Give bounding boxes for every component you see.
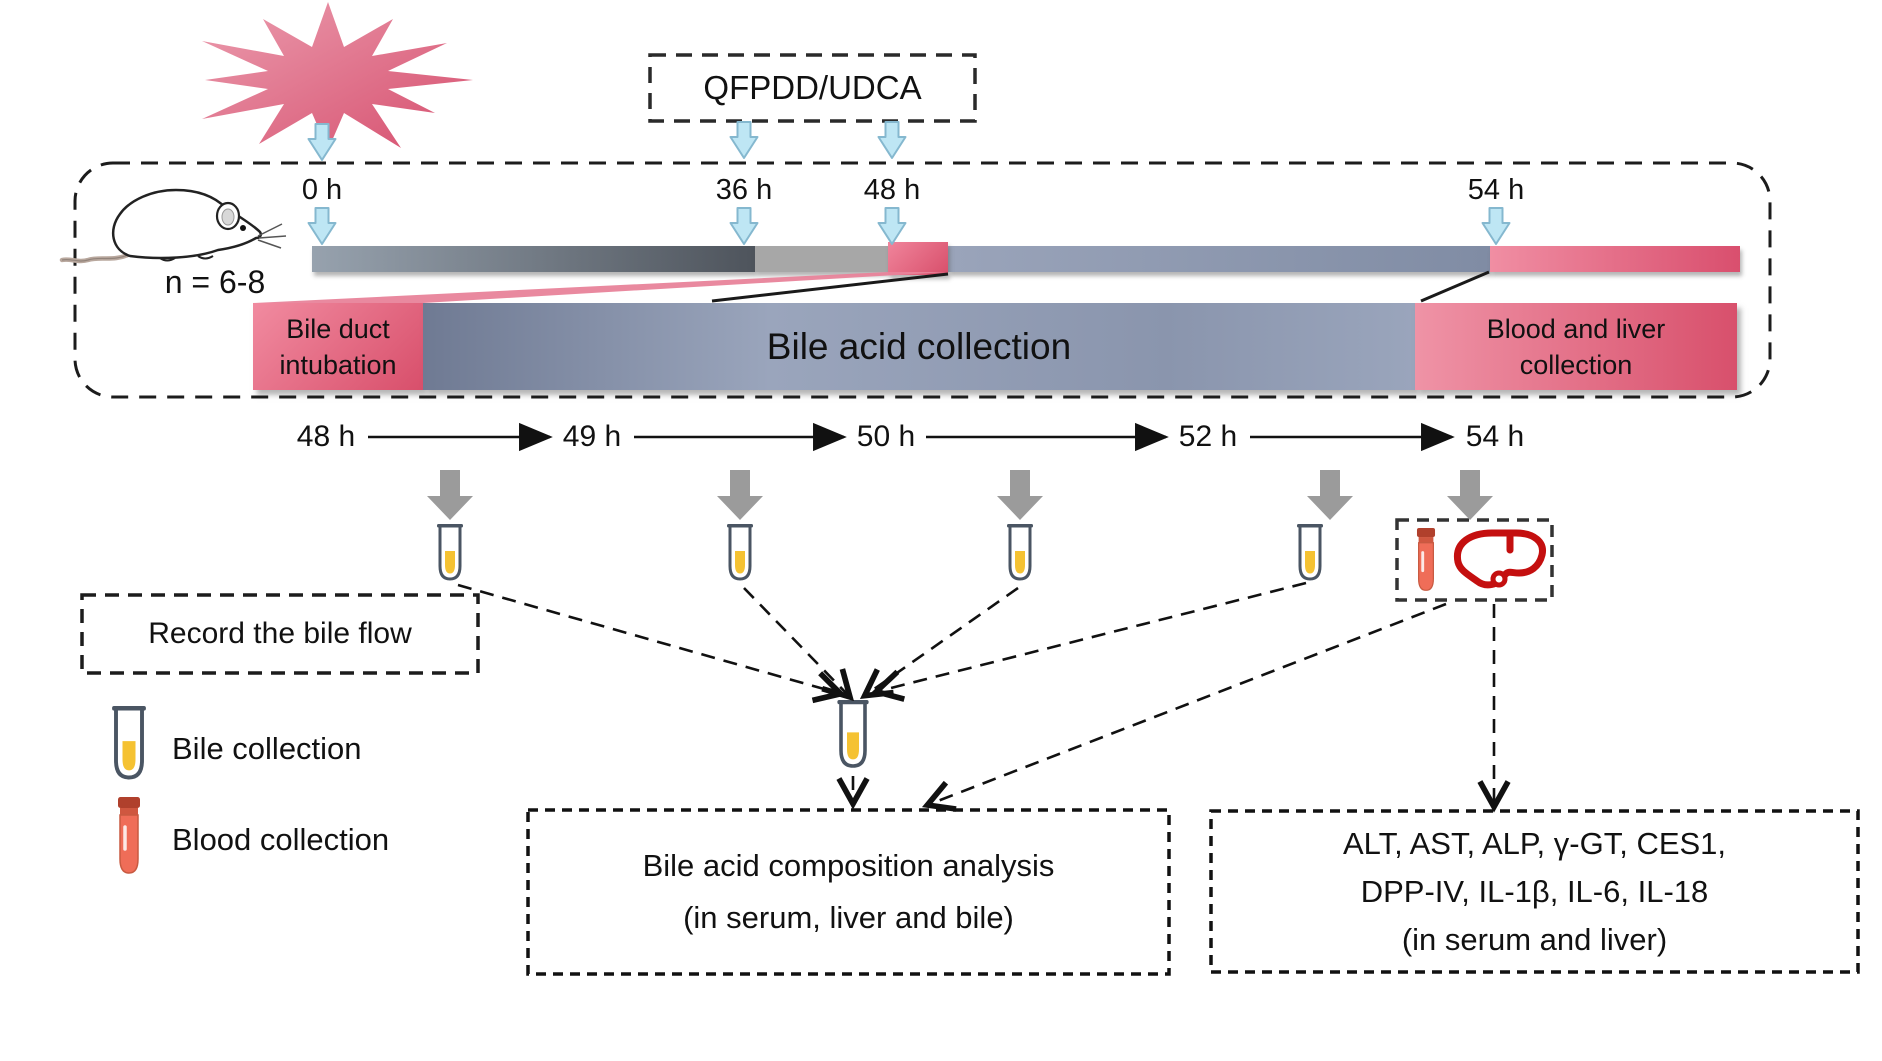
record-bile-flow-label: Record the bile flow xyxy=(148,617,412,650)
blood-tube-icon-sample xyxy=(1415,526,1437,592)
bile-acid-composition-analysis-box: Bile acid composition analysis (in serum… xyxy=(528,810,1169,974)
collect-arrow-1 xyxy=(427,470,473,520)
biochem-line3: (in serum and liver) xyxy=(1401,921,1668,957)
anit-dose-arrow-0h xyxy=(307,123,337,161)
collect-arrow-2 xyxy=(717,470,763,520)
biochem-line1: ALT, AST, ALP, γ-GT, CES1, xyxy=(1342,825,1727,861)
dashed-connectors xyxy=(457,581,1494,804)
hour-label-48h: 48 h xyxy=(296,420,356,453)
bile-collection-legend-label: Bile collection xyxy=(172,731,362,766)
hour-label-49h: 49 h xyxy=(562,420,622,453)
tick-arrow-0h xyxy=(307,207,337,245)
rat-icon xyxy=(59,188,287,264)
tick-label-54h: 54 h xyxy=(1467,174,1525,206)
timeline-segment-0-36h xyxy=(312,246,755,272)
qfpdd-udca-box: QFPDD/UDCA xyxy=(650,55,975,121)
pink-leader-wedge xyxy=(253,272,948,303)
phase-bile-duct-line2: intubation xyxy=(279,349,397,380)
phase-bar-bile-acid-collection: Bile acid collection xyxy=(423,303,1415,390)
phase-box-blood-liver-collection: Blood and liver collection xyxy=(1415,303,1737,390)
qfpdd-dose-arrow-48h xyxy=(877,121,907,159)
phase-blood-liver-line2: collection xyxy=(1519,349,1633,380)
phase-blood-liver-line1: Blood and liver xyxy=(1486,313,1666,344)
blood-collection-legend-label: Blood collection xyxy=(172,822,390,857)
blood-liver-sample-box-outline xyxy=(1395,518,1554,602)
anit-label: ANIT xyxy=(279,56,377,104)
biochem-line2: DPP-IV, IL-1β, IL-6, IL-18 xyxy=(1360,873,1709,909)
leader-line-48h xyxy=(711,272,949,303)
tick-label-48h: 48 h xyxy=(863,174,921,206)
tick-label-36h: 36 h xyxy=(715,174,773,206)
bile-tube-icon-3 xyxy=(1005,522,1035,581)
bile-tube-icon-4 xyxy=(1295,522,1325,581)
record-bile-flow-box: Record the bile flow xyxy=(82,595,478,673)
hour-label-54h: 54 h xyxy=(1465,420,1525,453)
composition-line2: (in serum, liver and bile) xyxy=(683,900,1014,935)
bile-tube-icon-2 xyxy=(725,522,755,581)
liver-icon xyxy=(1457,533,1542,585)
qfpdd-dose-arrow-36h xyxy=(729,121,759,159)
hour-label-52h: 52 h xyxy=(1178,420,1238,453)
qfpdd-udca-label: QFPDD/UDCA xyxy=(703,69,922,106)
leader-line-54h xyxy=(1420,270,1490,303)
timeline-marker-48h xyxy=(888,242,948,275)
bile-tube-legend-icon xyxy=(110,704,148,780)
blood-tube-legend-icon xyxy=(116,795,142,875)
timeline-segment-48-54h xyxy=(948,246,1490,272)
phase-bile-duct-line1: Bile duct xyxy=(286,313,390,344)
biochem-markers-box: ALT, AST, ALP, γ-GT, CES1, DPP-IV, IL-1β… xyxy=(1211,811,1858,972)
hour-label-50h: 50 h xyxy=(856,420,916,453)
collect-arrow-4 xyxy=(1307,470,1353,520)
tick-label-0h: 0 h xyxy=(301,174,343,206)
timeline-segment-post-54h xyxy=(1490,246,1740,272)
sample-size-label: n = 6-8 xyxy=(164,264,266,300)
collect-arrow-5 xyxy=(1447,470,1493,520)
tick-arrow-36h xyxy=(729,207,759,245)
timeline-segment-36-48h xyxy=(755,246,888,272)
composition-line1: Bile acid composition analysis xyxy=(642,848,1055,883)
tick-arrow-48h xyxy=(877,207,907,245)
bile-tube-icon-1 xyxy=(435,522,465,581)
collect-arrow-3 xyxy=(997,470,1043,520)
phase-box-bile-duct-intubation: Bile duct intubation xyxy=(253,303,423,390)
tick-arrow-54h xyxy=(1481,207,1511,245)
phase-bile-acid-label: Bile acid collection xyxy=(766,325,1072,367)
pooled-bile-tube-icon xyxy=(835,698,871,768)
